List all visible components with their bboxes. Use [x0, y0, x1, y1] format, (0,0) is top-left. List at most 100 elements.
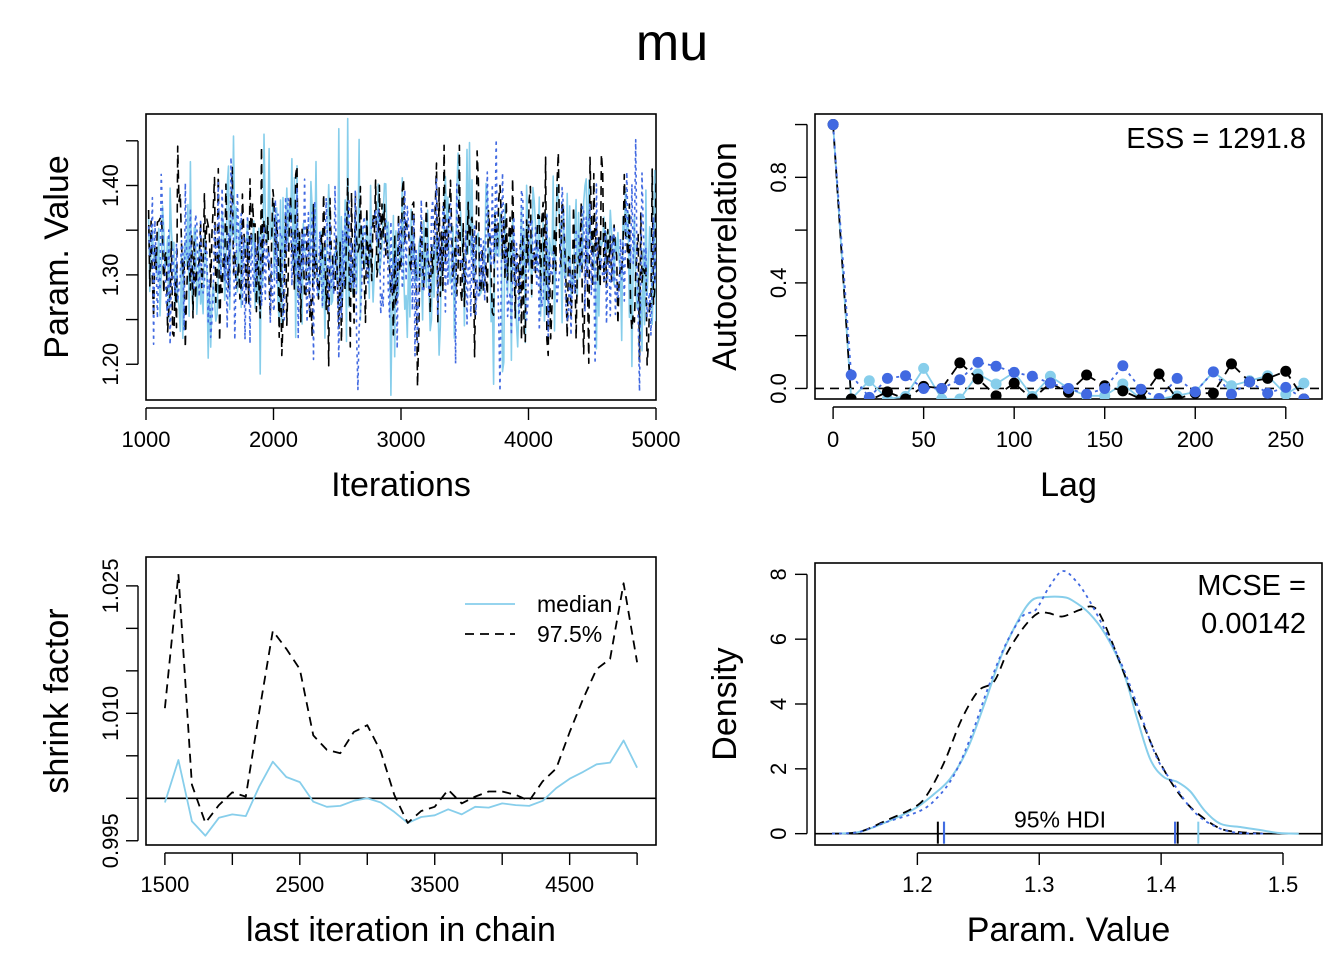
- hdi-label: 95% HDI: [1014, 807, 1106, 833]
- acf-x-tick-label: 150: [1086, 427, 1123, 452]
- acf-point: [1044, 377, 1056, 389]
- acf-point: [1244, 376, 1256, 388]
- acf-y-axis-title: Autocorrelation: [706, 142, 744, 371]
- acf-point: [1081, 369, 1093, 381]
- acf-y-tick-label: 0.8: [766, 162, 791, 193]
- acf-point: [1117, 385, 1129, 397]
- shrink-x-tick-label: 2500: [275, 872, 324, 897]
- density-y-tick-label: 4: [766, 698, 791, 710]
- acf-point: [827, 119, 839, 131]
- density-y-axis-title: Density: [706, 647, 744, 760]
- acf-point: [1298, 393, 1310, 399]
- shrink-plot-frame: [145, 556, 657, 846]
- acf-point: [1298, 377, 1310, 389]
- acf-x-tick-label: 250: [1267, 427, 1304, 452]
- acf-point: [1189, 386, 1201, 398]
- acf-point: [972, 373, 984, 385]
- acf-point: [900, 393, 912, 399]
- acf-x-axis-title: Lag: [1040, 466, 1097, 504]
- trace-x-axis-title: Iterations: [331, 466, 471, 504]
- shrink-line-median: [164, 739, 638, 837]
- acf-point: [990, 360, 1002, 372]
- acf-point: [1207, 387, 1219, 399]
- acf-x-tick-label: 0: [827, 427, 839, 452]
- shrink-legend: median 97.5%: [465, 591, 612, 647]
- acf-x-tick-label: 200: [1177, 427, 1214, 452]
- trace-y-tick-label: 1.40: [98, 164, 123, 207]
- mcse-annotation-label: MCSE =: [1197, 570, 1306, 602]
- acf-point: [1008, 366, 1020, 378]
- trace-x-tick-label: 1000: [122, 427, 171, 452]
- trace-line-chain-2: [147, 144, 656, 388]
- density-y-tick-label: 2: [766, 763, 791, 775]
- autocorrelation-panel: 0 50 100 150 200 250 0.0 0.4 0.8 Lag Autocorrelati…: [706, 113, 1323, 504]
- density-x-tick-label: 1.2: [902, 872, 933, 897]
- acf-point: [1026, 393, 1038, 399]
- ess-annotation: ESS = 1291.8: [1126, 123, 1306, 155]
- acf-point: [990, 390, 1002, 399]
- acf-point: [918, 362, 930, 374]
- trace-y-tick-label: 1.30: [98, 253, 123, 296]
- shrink-y-axis-title: shrink factor: [38, 608, 76, 793]
- figure-title: mu: [636, 14, 708, 72]
- acf-point: [1153, 392, 1165, 399]
- acf-point: [954, 374, 966, 386]
- acf-point: [936, 382, 948, 394]
- acf-point: [863, 391, 875, 399]
- density-x-axis-title: Param. Value: [967, 911, 1170, 949]
- acf-point: [1171, 393, 1183, 399]
- acf-point: [954, 393, 966, 399]
- shrink-x-tick-label: 3500: [410, 872, 459, 897]
- shrink-line-upper-975: [164, 573, 638, 824]
- trace-x-tick-label: 5000: [632, 427, 681, 452]
- acf-point: [972, 356, 984, 368]
- acf-point: [1135, 393, 1147, 399]
- density-y-tick-label: 0: [766, 828, 791, 840]
- density-x-tick-label: 1.4: [1146, 872, 1177, 897]
- legend-label: median: [537, 591, 612, 617]
- trace-panel: 1000 2000 3000 4000 5000 1.20 1.30 1.40 Iteratio…: [38, 113, 681, 504]
- acf-point: [1280, 381, 1292, 393]
- trace-y-tick-label: 1.20: [98, 343, 123, 386]
- acf-point: [1225, 388, 1237, 399]
- acf-point: [1207, 366, 1219, 378]
- acf-point: [845, 369, 857, 381]
- density-curve-chain-2: [832, 605, 1266, 835]
- acf-point: [1026, 370, 1038, 382]
- acf-point: [863, 375, 875, 387]
- acf-point: [918, 382, 930, 394]
- shrink-x-axis-title: last iteration in chain: [246, 911, 556, 949]
- acf-point: [1135, 383, 1147, 395]
- shrink-factor-panel: 1500 2500 3500 4500 0.995 1.010 1.025 last iter…: [38, 556, 657, 949]
- shrink-y-tick-label: 1.025: [98, 558, 123, 613]
- shrink-y-tick-label: 0.995: [98, 813, 123, 868]
- acf-point: [990, 378, 1002, 390]
- acf-point: [1171, 372, 1183, 384]
- shrink-x-tick-label: 1500: [140, 872, 189, 897]
- trace-y-axis-title: Param. Value: [38, 155, 76, 358]
- acf-point: [881, 372, 893, 384]
- acf-point: [954, 357, 966, 369]
- acf-point: [1225, 380, 1237, 392]
- acf-line-chain-1: [832, 124, 1305, 399]
- acf-x-tick-label: 50: [911, 427, 935, 452]
- acf-x-tick-label: 100: [996, 427, 1033, 452]
- acf-point: [936, 393, 948, 399]
- density-x-tick-label: 1.3: [1024, 872, 1055, 897]
- density-plot-frame: [814, 562, 1323, 846]
- trace-x-tick-label: 3000: [377, 427, 426, 452]
- shrink-y-tick-label: 1.010: [98, 686, 123, 741]
- acf-point: [1099, 382, 1111, 394]
- trace-x-tick-label: 4000: [504, 427, 553, 452]
- acf-point: [1008, 377, 1020, 389]
- acf-point: [1081, 388, 1093, 399]
- acf-y-tick-label: 0.0: [766, 373, 791, 404]
- acf-plot-frame: [814, 113, 1323, 400]
- trace-x-tick-label: 2000: [249, 427, 298, 452]
- density-y-tick-label: 6: [766, 633, 791, 645]
- acf-point: [900, 370, 912, 382]
- density-curve-chain-3: [832, 570, 1266, 835]
- mcse-annotation-value: 0.00142: [1201, 608, 1306, 640]
- acf-point: [1153, 368, 1165, 380]
